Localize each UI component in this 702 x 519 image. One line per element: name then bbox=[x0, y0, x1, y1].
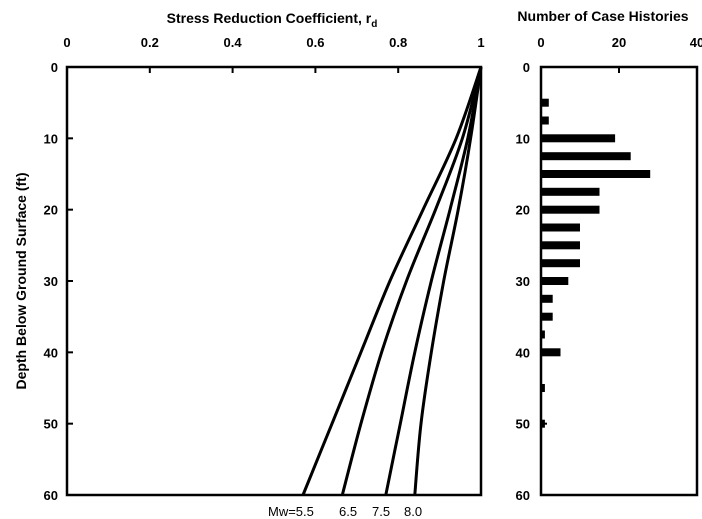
histogram-bar bbox=[541, 170, 651, 178]
left-x-tick-label: 1 bbox=[477, 35, 484, 50]
left-x-axis-title: Stress Reduction Coefficient, rd bbox=[167, 10, 378, 30]
histogram-bar bbox=[541, 348, 561, 357]
histogram-bar bbox=[541, 277, 569, 285]
mw-label-7-5: 7.5 bbox=[372, 504, 390, 519]
histogram-bar bbox=[541, 152, 631, 161]
histogram-bar bbox=[541, 419, 545, 428]
left-x-tick-label: 0 bbox=[63, 35, 70, 50]
rd-curve-series-1 bbox=[340, 66, 483, 496]
right-x-tick-label: 40 bbox=[690, 35, 702, 50]
right-y-tick-label: 0 bbox=[523, 60, 530, 75]
histogram-bar bbox=[541, 241, 580, 250]
left-x-tick-label: 0.2 bbox=[141, 35, 159, 50]
histogram-bar bbox=[541, 294, 553, 303]
histogram-bar bbox=[541, 116, 549, 125]
histogram-bar bbox=[541, 223, 580, 232]
rd-curve-series-2 bbox=[384, 66, 483, 496]
left-y-tick-label: 60 bbox=[44, 488, 58, 503]
right-y-tick-label: 40 bbox=[516, 345, 530, 360]
right-x-tick-label: 20 bbox=[612, 35, 626, 50]
histogram-bar bbox=[541, 330, 545, 339]
right-y-tick-label: 20 bbox=[516, 203, 530, 218]
right-x-tick-label: 0 bbox=[537, 35, 544, 50]
case-histories-chart: Number of Case Histories 0 20 40 0 10 20 30 40… bbox=[516, 8, 702, 503]
histogram-bar bbox=[541, 98, 549, 107]
right-x-axis-title: Number of Case Histories bbox=[517, 8, 688, 24]
histogram-bar bbox=[541, 187, 600, 196]
rd-depth-chart: Stress Reduction Coefficient, rd 0 0.2 0.4… bbox=[13, 10, 485, 519]
histogram-bar bbox=[541, 384, 545, 392]
left-y-tick-label: 20 bbox=[44, 203, 58, 218]
left-y-tick-label: 0 bbox=[51, 60, 58, 75]
left-y-tick-label: 30 bbox=[44, 274, 58, 289]
histogram-bar bbox=[541, 312, 553, 321]
histogram-bar bbox=[541, 205, 600, 214]
rd-curve-series-0 bbox=[301, 66, 483, 496]
mw-label-5-5: Mw=5.5 bbox=[268, 504, 314, 519]
left-y-tick-label: 10 bbox=[44, 131, 58, 146]
left-y-tick-label: 50 bbox=[44, 417, 58, 432]
left-x-tick-label: 0.4 bbox=[224, 35, 243, 50]
right-y-tick-label: 10 bbox=[516, 131, 530, 146]
right-x-ticks: 0 20 40 bbox=[537, 35, 702, 73]
rd-curve-series-3 bbox=[413, 66, 483, 496]
rd-curves bbox=[301, 66, 483, 496]
left-x-tick-label: 0.8 bbox=[389, 35, 407, 50]
left-y-ticks: 0 10 20 30 40 50 60 bbox=[44, 60, 73, 503]
right-y-tick-label: 50 bbox=[516, 417, 530, 432]
left-x-tick-label: 0.6 bbox=[306, 35, 324, 50]
right-y-tick-label: 30 bbox=[516, 274, 530, 289]
mw-label-8-0: 8.0 bbox=[404, 504, 422, 519]
left-y-tick-label: 40 bbox=[44, 345, 58, 360]
histogram-bars bbox=[541, 98, 651, 428]
mw-label-6-5: 6.5 bbox=[339, 504, 357, 519]
left-y-axis-title: Depth Below Ground Surface (ft) bbox=[13, 173, 29, 390]
right-y-tick-label: 60 bbox=[516, 488, 530, 503]
histogram-bar bbox=[541, 259, 580, 268]
histogram-bar bbox=[541, 134, 616, 143]
